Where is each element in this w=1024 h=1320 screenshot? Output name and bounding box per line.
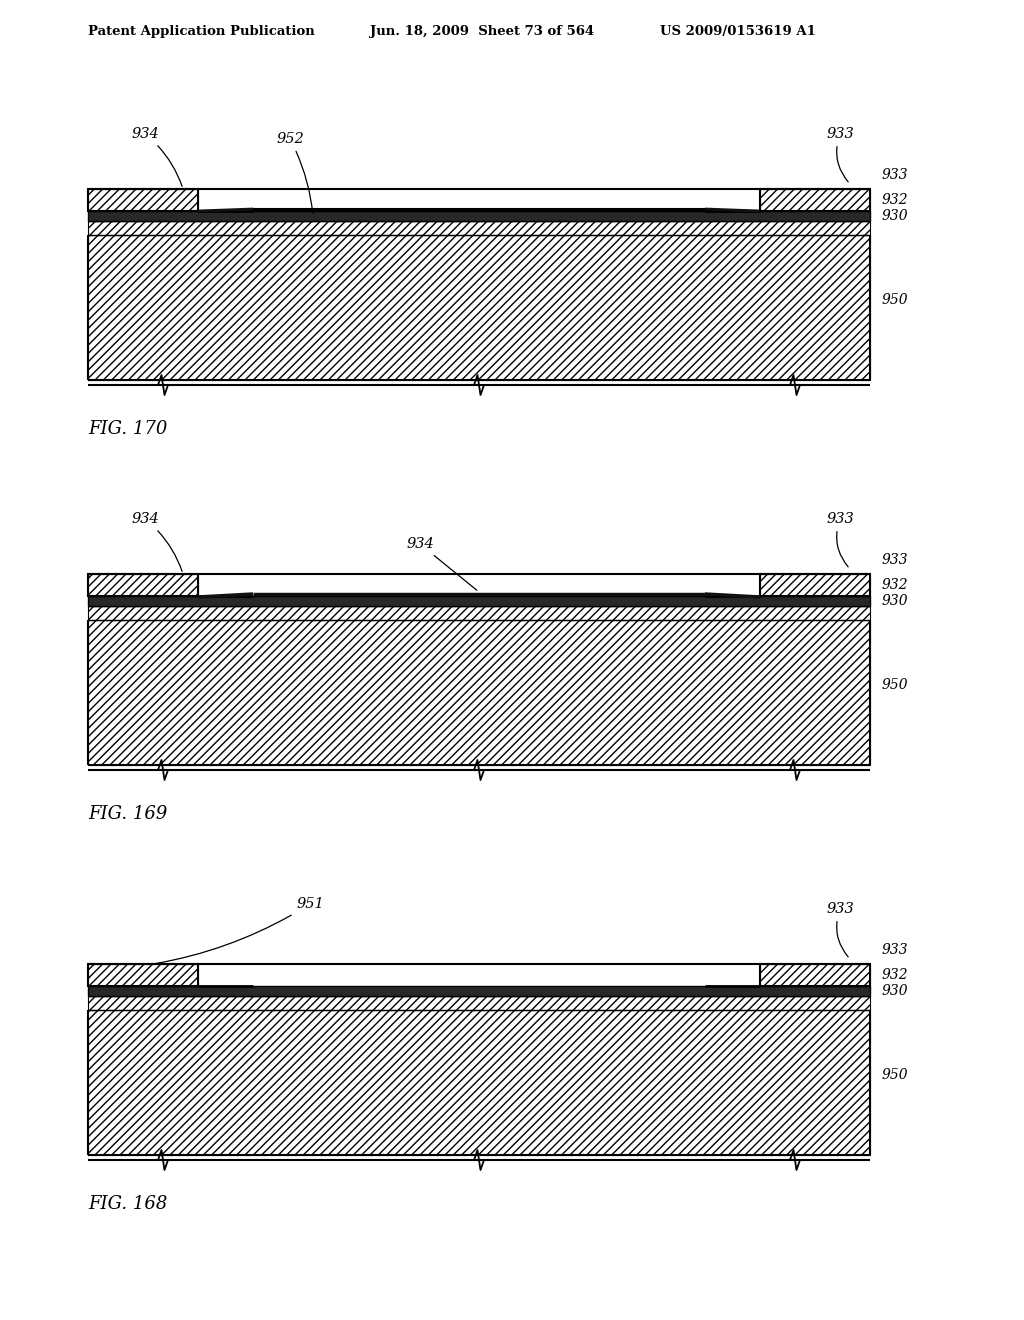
Text: Jun. 18, 2009  Sheet 73 of 564: Jun. 18, 2009 Sheet 73 of 564	[370, 25, 594, 38]
Bar	[88, 997, 870, 1010]
Bar	[88, 189, 198, 211]
Bar	[88, 574, 198, 597]
Text: 933: 933	[882, 168, 908, 182]
Text: 933: 933	[882, 553, 908, 568]
Text: Patent Application Publication: Patent Application Publication	[88, 25, 314, 38]
Bar	[760, 964, 870, 986]
Bar	[88, 235, 870, 380]
Text: 934: 934	[131, 512, 182, 572]
Text: 950: 950	[882, 1068, 908, 1082]
Text: 934: 934	[131, 127, 182, 186]
Text: 933: 933	[882, 942, 908, 957]
Text: FIG. 170: FIG. 170	[88, 420, 167, 438]
Bar	[760, 964, 870, 986]
Text: US 2009/0153619 A1: US 2009/0153619 A1	[660, 25, 816, 38]
Text: 950: 950	[882, 293, 908, 308]
Bar	[88, 211, 870, 220]
Text: 951: 951	[156, 898, 324, 964]
Bar	[760, 189, 870, 211]
Text: 930: 930	[882, 209, 908, 223]
Bar	[88, 620, 870, 766]
Text: 952: 952	[276, 132, 312, 214]
Bar	[88, 986, 870, 997]
Text: 932: 932	[882, 193, 908, 207]
Text: 933: 933	[826, 127, 854, 182]
Text: 934: 934	[407, 537, 477, 590]
Bar	[88, 574, 198, 597]
Text: 933: 933	[826, 902, 854, 957]
Bar	[88, 1010, 870, 1155]
Text: 930: 930	[882, 594, 908, 609]
Polygon shape	[198, 209, 760, 211]
Bar	[760, 574, 870, 597]
Bar	[760, 574, 870, 597]
Bar	[88, 189, 198, 211]
Text: 932: 932	[882, 968, 908, 982]
Bar	[88, 964, 198, 986]
Bar	[88, 597, 870, 606]
Text: FIG. 169: FIG. 169	[88, 805, 167, 822]
Text: 933: 933	[826, 512, 854, 566]
Bar	[88, 964, 198, 986]
Bar	[88, 220, 870, 235]
Bar	[760, 189, 870, 211]
Text: FIG. 168: FIG. 168	[88, 1195, 167, 1213]
Text: 932: 932	[882, 578, 908, 591]
Text: 930: 930	[882, 983, 908, 998]
Bar	[88, 606, 870, 620]
Text: 950: 950	[882, 678, 908, 692]
